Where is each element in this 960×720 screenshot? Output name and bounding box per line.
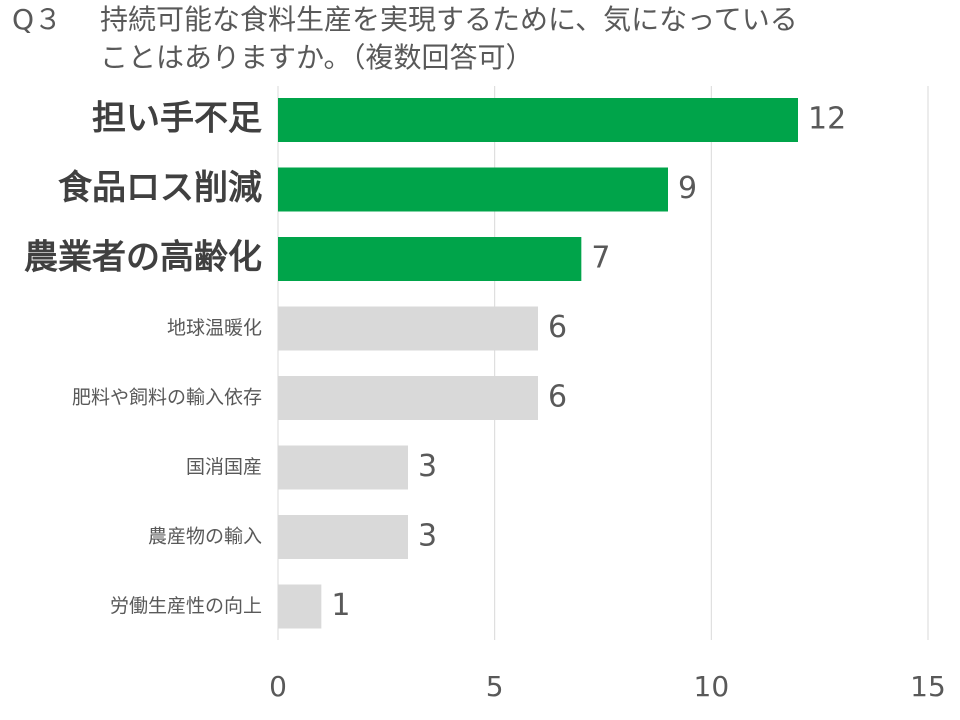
data-label: 3 bbox=[418, 449, 437, 484]
category-label: 農業者の高齢化 bbox=[24, 238, 262, 278]
question-number: Q３ bbox=[12, 3, 63, 36]
data-label: 12 bbox=[808, 102, 846, 137]
bar bbox=[278, 306, 538, 351]
x-tick-label: 5 bbox=[486, 670, 504, 703]
x-tick-label: 10 bbox=[694, 670, 730, 703]
x-axis-tick-labels: 0 5 10 15 bbox=[269, 670, 946, 703]
data-label: 3 bbox=[418, 519, 437, 554]
category-label: 国消国産 bbox=[186, 456, 262, 478]
bar bbox=[278, 584, 322, 629]
data-label: 1 bbox=[331, 588, 350, 623]
data-label: 7 bbox=[591, 241, 610, 276]
category-labels: 担い手不足食品ロス削減農業者の高齢化地球温暖化肥料や飼料の輸入依存国消国産農産物… bbox=[24, 99, 262, 618]
bar bbox=[278, 515, 408, 559]
chart-title: Q３ 持続可能な食料生産を実現するために、気になっている ことはありますか。（複… bbox=[0, 0, 960, 90]
data-label: 6 bbox=[548, 380, 567, 415]
data-label: 9 bbox=[678, 171, 697, 206]
category-label: 労働生産性の向上 bbox=[110, 595, 262, 617]
bar bbox=[278, 167, 668, 212]
question-text-line-2: ことはありますか。（複数回答可） bbox=[100, 41, 534, 74]
data-label: 6 bbox=[548, 310, 567, 345]
question-text-line-1: 持続可能な食料生産を実現するために、気になっている bbox=[100, 3, 798, 36]
category-label: 担い手不足 bbox=[92, 99, 262, 139]
bar bbox=[278, 445, 408, 490]
category-label: 農産物の輸入 bbox=[148, 526, 262, 548]
x-tick-label: 15 bbox=[910, 670, 946, 703]
x-tick-label: 0 bbox=[269, 670, 287, 703]
bar bbox=[278, 376, 538, 420]
bar bbox=[278, 237, 582, 281]
category-label: 地球温暖化 bbox=[167, 317, 262, 339]
category-label: 肥料や飼料の輸入依存 bbox=[72, 387, 262, 409]
bar bbox=[278, 98, 798, 142]
category-label: 食品ロス削減 bbox=[58, 168, 262, 208]
bars bbox=[278, 98, 798, 629]
